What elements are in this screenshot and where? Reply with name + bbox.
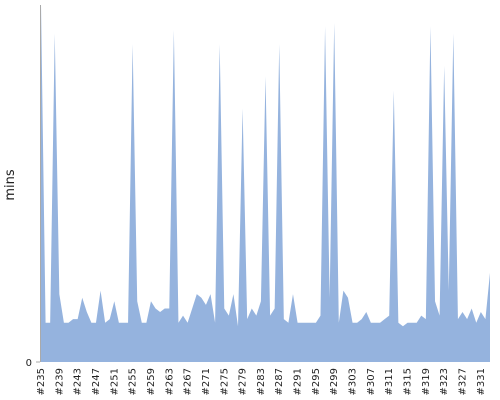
x-tick-label: #243 — [73, 368, 84, 395]
x-tick-label: #259 — [146, 368, 157, 395]
x-tick-label: #275 — [219, 368, 230, 395]
x-tick-label: #271 — [201, 368, 212, 395]
x-tick-label: #267 — [183, 368, 194, 395]
x-tick-label: #255 — [128, 368, 139, 395]
x-tick-label: #327 — [458, 368, 469, 395]
x-tick-label: #263 — [164, 368, 175, 395]
x-tick-label: #303 — [348, 368, 359, 395]
x-tick-label: #251 — [109, 368, 120, 395]
x-tick-label: #323 — [439, 368, 450, 395]
x-tick-label: #331 — [476, 368, 487, 395]
y-axis-label: mins — [3, 169, 18, 201]
x-tick-label: #291 — [293, 368, 304, 395]
x-tick-label: #319 — [421, 368, 432, 395]
x-tick-label: #295 — [311, 368, 322, 395]
x-tick-label: #307 — [366, 368, 377, 395]
x-tick-label: #311 — [384, 368, 395, 395]
x-tick-label: #315 — [403, 368, 414, 395]
x-tick-label: #283 — [256, 368, 267, 395]
area — [41, 5, 490, 362]
y-tick-label: 0 — [26, 358, 32, 369]
x-tick-label: #299 — [329, 368, 340, 395]
x-tick-label: #239 — [54, 368, 65, 395]
x-tick-label: #247 — [91, 368, 102, 395]
x-tick-label: #279 — [238, 368, 249, 395]
x-tick-label: #287 — [274, 368, 285, 395]
x-tick-label: #235 — [36, 368, 47, 395]
